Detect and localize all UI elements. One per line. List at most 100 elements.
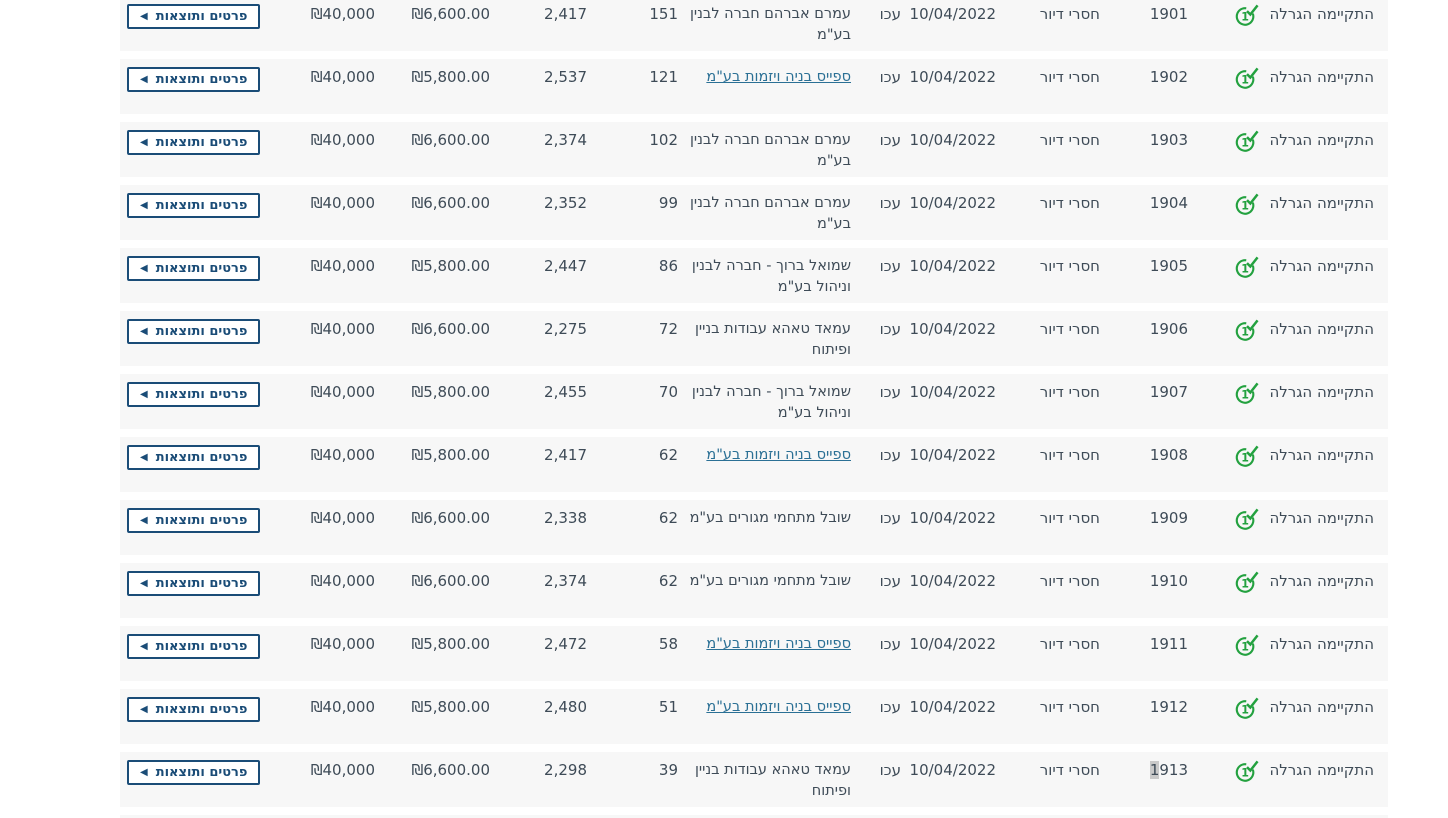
svg-text:1: 1 (1242, 640, 1250, 653)
details-results-button[interactable]: פרטים ותוצאות ◀ (127, 130, 261, 155)
details-button-label: פרטים ותוצאות (155, 9, 248, 24)
city-name: עכו (879, 320, 901, 338)
city-name: עכו (879, 698, 901, 716)
target-audience: חסרי דיור (1039, 572, 1100, 590)
contractor-name: שובל מתחמי מגורים בע"מ (689, 510, 851, 526)
svg-text:1: 1 (1242, 451, 1250, 464)
contractor-cell: ספייס בניה ויזמות בע"מ (678, 634, 851, 655)
units-count: 39 (658, 761, 678, 779)
target-audience: חסרי דיור (1039, 761, 1100, 779)
lottery-number: 1902 (1149, 68, 1188, 86)
lottery-number: 1904 (1149, 194, 1188, 212)
registrants-count: 2,417 (544, 5, 587, 23)
lottery-completed-icon: 1 (1234, 129, 1259, 160)
grant-amount: ₪40,000 (310, 5, 375, 23)
units-count: 121 (649, 68, 678, 86)
details-results-button[interactable]: פרטים ותוצאות ◀ (127, 697, 261, 722)
target-audience: חסרי דיור (1039, 257, 1100, 275)
details-results-button[interactable]: פרטים ותוצאות ◀ (127, 319, 261, 344)
svg-text:1: 1 (1242, 577, 1250, 590)
contractor-name: שמואל ברוך - חברה לבנין וניהול בע"מ (691, 384, 851, 421)
status-cell: התקיימה הגרלה 1 (1188, 67, 1388, 97)
contractor-name: שמואל ברוך - חברה לבנין וניהול בע"מ (691, 258, 851, 295)
target-audience: חסרי דיור (1039, 194, 1100, 212)
chevron-left-icon: ◀ (140, 262, 148, 274)
chevron-left-icon: ◀ (140, 388, 148, 400)
grant-amount: ₪40,000 (310, 635, 375, 653)
lottery-date: 10/04/2022 (909, 131, 996, 149)
grant-amount: ₪40,000 (310, 131, 375, 149)
details-results-button[interactable]: פרטים ותוצאות ◀ (127, 634, 261, 659)
contractor-cell: ספייס בניה ויזמות בע"מ (678, 67, 851, 88)
target-audience: חסרי דיור (1039, 446, 1100, 464)
details-cell: פרטים ותוצאות ◀ (120, 193, 261, 218)
details-results-button[interactable]: פרטים ותוצאות ◀ (127, 4, 261, 29)
price-per-sqm: ₪6,600.00 (411, 5, 490, 23)
contractor-link[interactable]: ספייס בניה ויזמות בע"מ (706, 699, 851, 715)
details-results-button[interactable]: פרטים ותוצאות ◀ (127, 256, 261, 281)
lottery-completed-icon: 1 (1234, 633, 1259, 664)
svg-text:1: 1 (1242, 199, 1250, 212)
status-label: התקיימה הגרלה (1269, 131, 1374, 149)
details-cell: פרטים ותוצאות ◀ (120, 760, 261, 785)
status-cell: התקיימה הגרלה 1 (1188, 697, 1388, 727)
details-results-button[interactable]: פרטים ותוצאות ◀ (127, 508, 261, 533)
price-per-sqm: ₪5,800.00 (411, 635, 490, 653)
details-button-label: פרטים ותוצאות (155, 198, 248, 213)
chevron-left-icon: ◀ (140, 199, 148, 211)
lottery-date: 10/04/2022 (909, 509, 996, 527)
lottery-number: 1901 (1149, 5, 1188, 23)
target-audience: חסרי דיור (1039, 698, 1100, 716)
lottery-completed-icon: 1 (1234, 66, 1259, 97)
units-count: 151 (649, 5, 678, 23)
details-cell: פרטים ותוצאות ◀ (120, 67, 261, 92)
status-label: התקיימה הגרלה (1269, 194, 1374, 212)
details-results-button[interactable]: פרטים ותוצאות ◀ (127, 760, 261, 785)
contractor-name: שובל מתחמי מגורים בע"מ (689, 573, 851, 589)
details-button-label: פרטים ותוצאות (155, 639, 248, 654)
details-results-button[interactable]: פרטים ותוצאות ◀ (127, 382, 261, 407)
table-row: התקיימה הגרלה 1 1908 חסרי דיור 10/04/202… (120, 437, 1388, 492)
units-count: 70 (658, 383, 678, 401)
registrants-count: 2,480 (544, 698, 587, 716)
city-name: עכו (879, 446, 901, 464)
details-cell: פרטים ותוצאות ◀ (120, 382, 261, 407)
contractor-link[interactable]: ספייס בניה ויזמות בע"מ (706, 69, 851, 85)
details-results-button[interactable]: פרטים ותוצאות ◀ (127, 67, 261, 92)
lottery-completed-icon: 1 (1234, 255, 1259, 286)
grant-amount: ₪40,000 (310, 383, 375, 401)
chevron-left-icon: ◀ (140, 10, 148, 22)
status-cell: התקיימה הגרלה 1 (1188, 508, 1388, 538)
details-button-label: פרטים ותוצאות (155, 702, 248, 717)
lottery-completed-icon: 1 (1234, 318, 1259, 349)
target-audience: חסרי דיור (1039, 5, 1100, 23)
contractor-cell: שובל מתחמי מגורים בע"מ (678, 571, 851, 592)
lottery-date: 10/04/2022 (909, 635, 996, 653)
grant-amount: ₪40,000 (310, 509, 375, 527)
table-row: התקיימה הגרלה 1 1904 חסרי דיור 10/04/202… (120, 185, 1388, 240)
status-label: התקיימה הגרלה (1269, 572, 1374, 590)
lottery-date: 10/04/2022 (909, 194, 996, 212)
units-count: 102 (649, 131, 678, 149)
chevron-left-icon: ◀ (140, 514, 148, 526)
details-button-label: פרטים ותוצאות (155, 387, 248, 402)
target-audience: חסרי דיור (1039, 131, 1100, 149)
contractor-link[interactable]: ספייס בניה ויזמות בע"מ (706, 447, 851, 463)
details-results-button[interactable]: פרטים ותוצאות ◀ (127, 193, 261, 218)
registrants-count: 2,537 (544, 68, 587, 86)
price-per-sqm: ₪5,800.00 (411, 446, 490, 464)
details-results-button[interactable]: פרטים ותוצאות ◀ (127, 445, 261, 470)
svg-text:1: 1 (1242, 325, 1250, 338)
units-count: 86 (658, 257, 678, 275)
table-row: התקיימה הגרלה 1 1909 חסרי דיור 10/04/202… (120, 500, 1388, 555)
details-results-button[interactable]: פרטים ותוצאות ◀ (127, 571, 261, 596)
contractor-link[interactable]: ספייס בניה ויזמות בע"מ (706, 636, 851, 652)
price-per-sqm: ₪6,600.00 (411, 320, 490, 338)
chevron-left-icon: ◀ (140, 325, 148, 337)
registrants-count: 2,374 (544, 131, 587, 149)
chevron-left-icon: ◀ (140, 577, 148, 589)
lottery-number: 1913 (1149, 761, 1188, 779)
lottery-date: 10/04/2022 (909, 68, 996, 86)
city-name: עכו (879, 131, 901, 149)
contractor-cell: עמרם אברהם חברה לבנין בע"מ (678, 130, 851, 172)
